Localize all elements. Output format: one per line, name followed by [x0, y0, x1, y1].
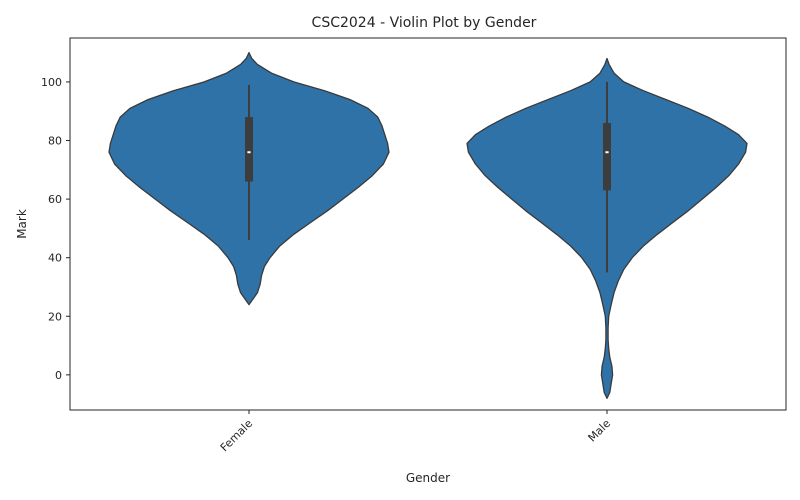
plot-area-frame [69, 37, 787, 411]
x-tick-label: Female [218, 417, 255, 454]
iqr-box-female [245, 117, 253, 182]
y-tick-label: 80 [48, 135, 62, 148]
y-tick-label: 100 [41, 76, 62, 89]
y-tick-label: 60 [48, 193, 62, 206]
x-axis-label: Gender [406, 471, 450, 485]
chart-title: CSC2024 - Violin Plot by Gender [312, 15, 537, 31]
iqr-box-male [603, 122, 611, 191]
y-axis-label: Mark [15, 209, 29, 239]
y-tick-label: 20 [48, 310, 62, 323]
x-tick-label: Male [585, 417, 613, 445]
y-tick-label: 40 [48, 252, 62, 265]
y-tick-label: 0 [55, 369, 62, 382]
